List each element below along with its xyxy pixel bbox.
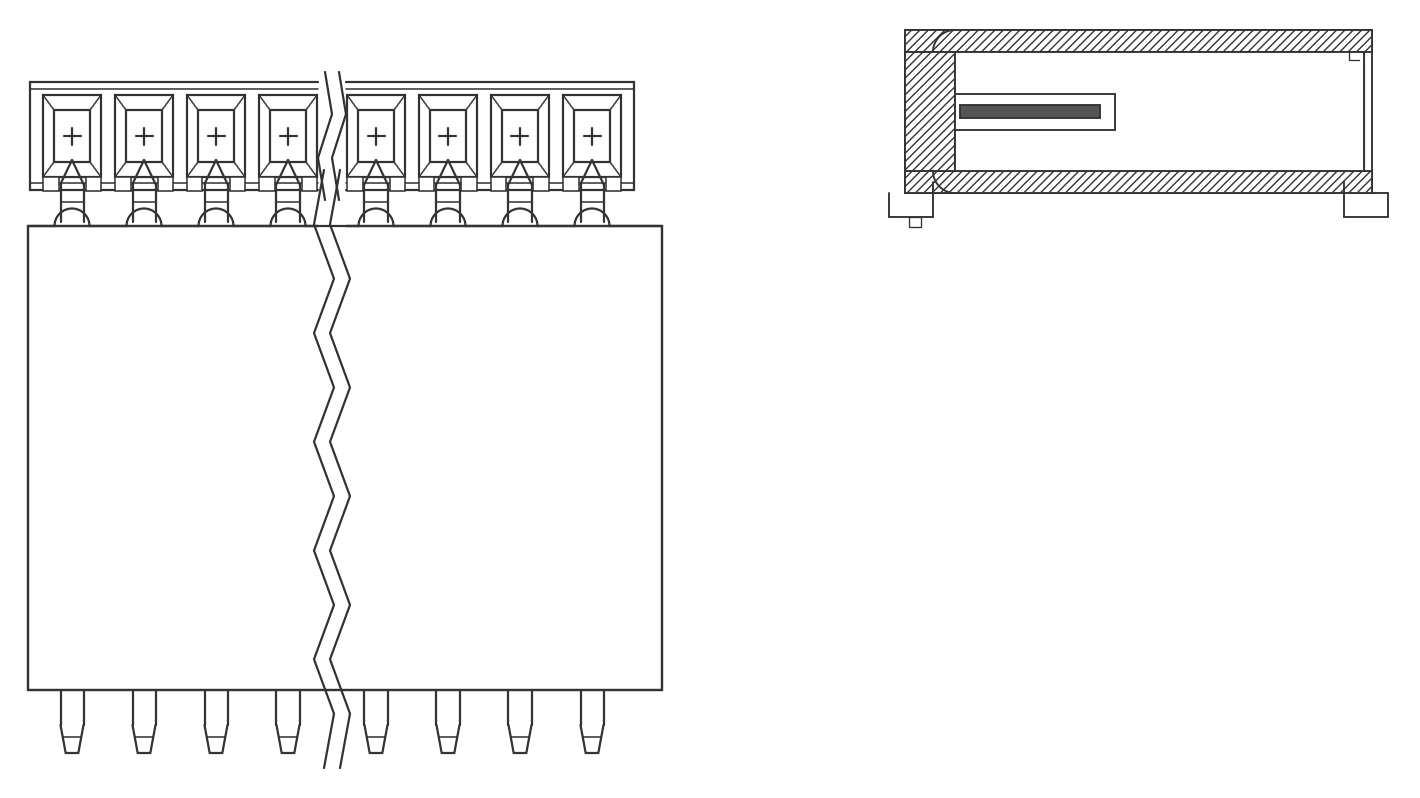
Bar xyxy=(115,95,173,177)
Bar xyxy=(85,177,101,191)
Bar xyxy=(491,177,507,191)
Bar xyxy=(419,95,477,177)
Bar xyxy=(187,177,203,191)
Bar xyxy=(905,30,1372,52)
Bar xyxy=(258,177,274,191)
Bar xyxy=(419,177,435,191)
Bar xyxy=(346,95,405,177)
Bar xyxy=(230,177,246,191)
Bar xyxy=(905,30,1372,193)
Bar xyxy=(574,110,611,162)
Bar xyxy=(158,177,173,191)
Bar xyxy=(389,177,405,191)
Bar xyxy=(43,177,58,191)
Bar xyxy=(905,171,1372,193)
Bar xyxy=(54,110,89,162)
Bar xyxy=(197,110,234,162)
Bar xyxy=(43,95,101,177)
Bar xyxy=(187,95,246,177)
Bar xyxy=(503,110,538,162)
Bar xyxy=(430,110,466,162)
Bar xyxy=(28,226,662,690)
Bar xyxy=(301,177,317,191)
Bar xyxy=(534,177,550,191)
Bar xyxy=(258,95,317,177)
Bar xyxy=(909,217,922,227)
Bar xyxy=(115,177,131,191)
Bar xyxy=(358,110,393,162)
Bar xyxy=(562,177,578,191)
Bar xyxy=(270,110,305,162)
Bar xyxy=(956,52,1365,171)
Bar xyxy=(605,177,621,191)
Bar xyxy=(562,95,621,177)
Bar xyxy=(905,52,956,171)
Bar xyxy=(960,105,1100,118)
Bar xyxy=(126,110,162,162)
Bar xyxy=(491,95,550,177)
Bar xyxy=(462,177,477,191)
Bar xyxy=(346,177,362,191)
